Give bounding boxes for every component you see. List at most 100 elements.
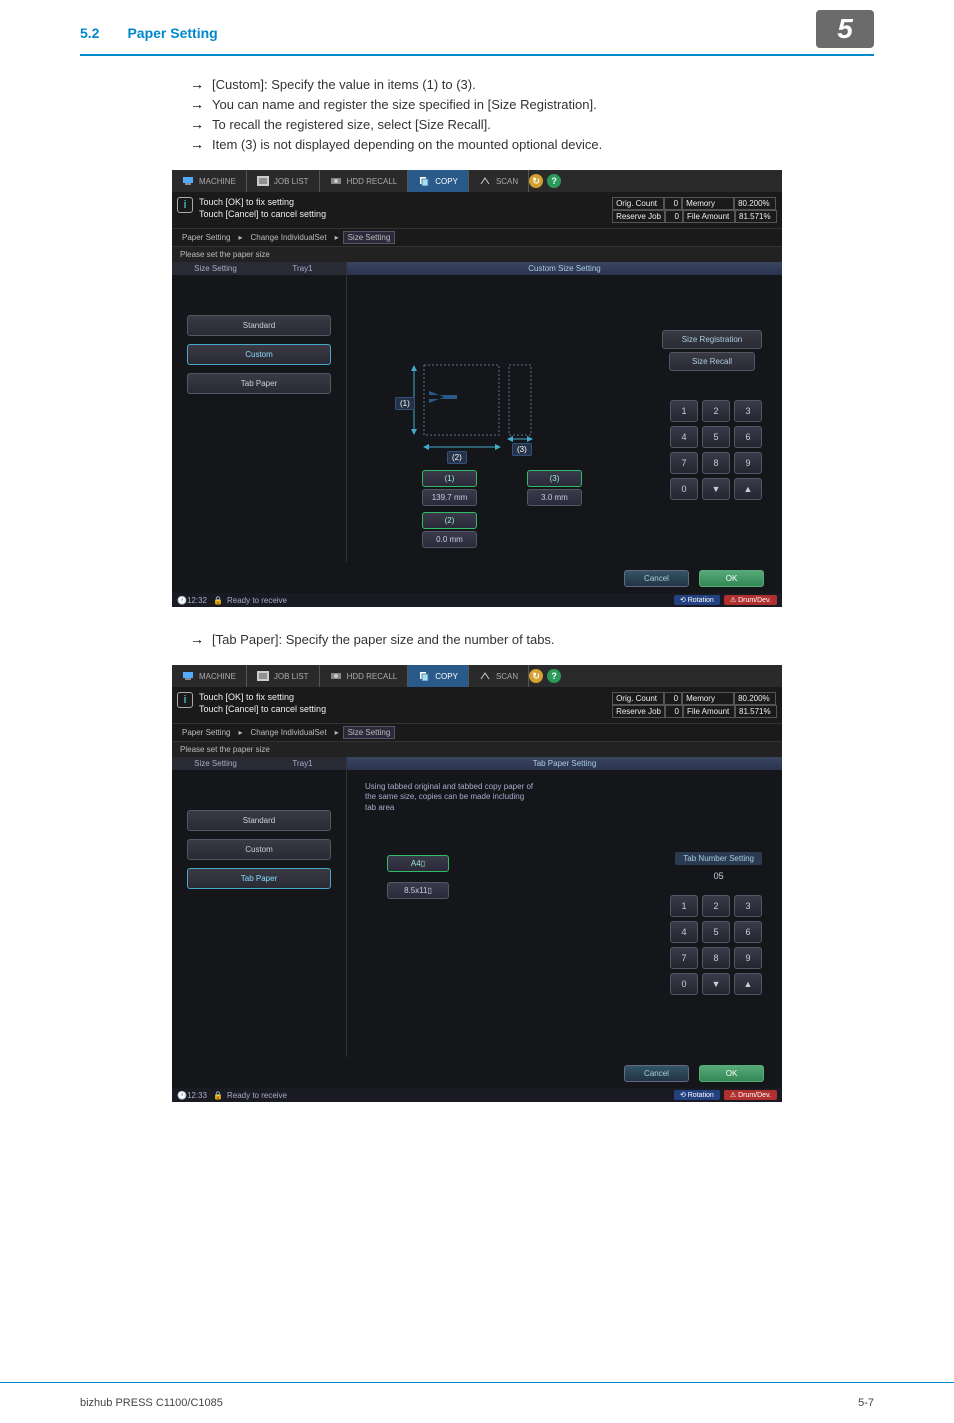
tab-number-label: Tab Number Setting bbox=[675, 852, 762, 865]
info-icon: i bbox=[177, 692, 193, 708]
tab-copy[interactable]: COPY bbox=[408, 665, 469, 687]
crumb-individual[interactable]: Change IndividualSet bbox=[247, 727, 331, 738]
drum-badge: ⚠ Drum/Dev. bbox=[724, 1090, 777, 1100]
a4-button[interactable]: A4▯ bbox=[387, 855, 449, 872]
label-1[interactable]: (1) bbox=[422, 470, 477, 487]
ok-button[interactable]: OK bbox=[699, 1065, 764, 1082]
arrow-icon: → bbox=[190, 76, 204, 92]
clock-icon: 🕐 bbox=[177, 596, 187, 605]
tab-hdd[interactable]: HDD RECALL bbox=[320, 170, 409, 192]
section-number: 5.2 bbox=[80, 25, 99, 41]
stat-res-label: Reserve Job bbox=[612, 210, 665, 223]
scan-icon bbox=[479, 176, 491, 186]
size-recall-button[interactable]: Size Recall bbox=[669, 352, 755, 371]
copy-icon bbox=[418, 176, 430, 186]
key-3[interactable]: 3 bbox=[734, 400, 762, 422]
tab-paper-button[interactable]: Tab Paper bbox=[187, 868, 331, 889]
tab-scan[interactable]: SCAN bbox=[469, 665, 529, 687]
key-down[interactable]: ▼ bbox=[702, 973, 730, 995]
page-header: 5.2 Paper Setting 5 bbox=[0, 0, 954, 54]
key-2[interactable]: 2 bbox=[702, 895, 730, 917]
key-7[interactable]: 7 bbox=[670, 947, 698, 969]
warn-icon[interactable]: ↻ bbox=[529, 669, 543, 683]
copy-icon bbox=[418, 671, 430, 681]
stat-mem-label: Memory bbox=[682, 197, 734, 210]
tab-copy[interactable]: COPY bbox=[408, 170, 469, 192]
key-9[interactable]: 9 bbox=[734, 947, 762, 969]
size-registration-button[interactable]: Size Registration bbox=[662, 330, 762, 349]
mark-3: (3) bbox=[512, 443, 532, 456]
info-icon: i bbox=[177, 197, 193, 213]
key-up[interactable]: ▲ bbox=[734, 478, 762, 500]
val-1: 139.7 mm bbox=[422, 489, 477, 506]
custom-button[interactable]: Custom bbox=[187, 839, 331, 860]
info-text: Touch [OK] to fix settingTouch [Cancel] … bbox=[199, 692, 612, 718]
key-up[interactable]: ▲ bbox=[734, 973, 762, 995]
warn-icon[interactable]: ↻ bbox=[529, 174, 543, 188]
key-1[interactable]: 1 bbox=[670, 895, 698, 917]
tab-scan[interactable]: SCAN bbox=[469, 170, 529, 192]
key-8[interactable]: 8 bbox=[702, 947, 730, 969]
left-col-1: Size Setting bbox=[172, 262, 259, 275]
custom-button[interactable]: Custom bbox=[187, 344, 331, 365]
crumb-individual[interactable]: Change IndividualSet bbox=[247, 232, 331, 243]
header-rule bbox=[80, 54, 874, 56]
page-footer: bizhub PRESS C1100/C1085 5-7 bbox=[0, 1382, 954, 1423]
machine-icon bbox=[182, 671, 194, 681]
stat-file-val: 81.571% bbox=[735, 210, 777, 223]
hdd-icon bbox=[330, 176, 342, 186]
tab-joblist[interactable]: JOB LIST bbox=[247, 665, 320, 687]
cancel-button[interactable]: Cancel bbox=[624, 1065, 689, 1082]
help-icon[interactable]: ? bbox=[547, 669, 561, 683]
tab-paper-button[interactable]: Tab Paper bbox=[187, 373, 331, 394]
crumb-size-setting[interactable]: Size Setting bbox=[343, 726, 396, 739]
std-button[interactable]: Standard bbox=[187, 315, 331, 336]
stat-orig-val: 0 bbox=[664, 197, 682, 210]
key-7[interactable]: 7 bbox=[670, 452, 698, 474]
key-1[interactable]: 1 bbox=[670, 400, 698, 422]
list-icon bbox=[257, 176, 269, 186]
label-2[interactable]: (2) bbox=[422, 512, 477, 529]
info-text: Touch [OK] to fix settingTouch [Cancel] … bbox=[199, 197, 612, 223]
key-down[interactable]: ▼ bbox=[702, 478, 730, 500]
tab-hdd[interactable]: HDD RECALL bbox=[320, 665, 409, 687]
key-0[interactable]: 0 bbox=[670, 478, 698, 500]
screenshot-tab-paper: MACHINE JOB LIST HDD RECALL COPY SCAN ↻?… bbox=[172, 665, 782, 1102]
hdd-icon bbox=[330, 671, 342, 681]
footer-model: bizhub PRESS C1100/C1085 bbox=[80, 1397, 223, 1409]
status-time: 12:32 bbox=[187, 596, 207, 605]
key-3[interactable]: 3 bbox=[734, 895, 762, 917]
help-icon[interactable]: ? bbox=[547, 174, 561, 188]
key-2[interactable]: 2 bbox=[702, 400, 730, 422]
key-6[interactable]: 6 bbox=[734, 921, 762, 943]
list-icon bbox=[257, 671, 269, 681]
arrow-icon: → bbox=[190, 96, 204, 112]
key-4[interactable]: 4 bbox=[670, 921, 698, 943]
bullet-text: To recall the registered size, select [S… bbox=[212, 117, 491, 132]
right-title: Custom Size Setting bbox=[347, 262, 782, 275]
key-6[interactable]: 6 bbox=[734, 426, 762, 448]
key-5[interactable]: 5 bbox=[702, 921, 730, 943]
crumb-size-setting[interactable]: Size Setting bbox=[343, 231, 396, 244]
key-4[interactable]: 4 bbox=[670, 426, 698, 448]
ok-button[interactable]: OK bbox=[699, 570, 764, 587]
std-button[interactable]: Standard bbox=[187, 810, 331, 831]
right-title: Tab Paper Setting bbox=[347, 757, 782, 770]
key-0[interactable]: 0 bbox=[670, 973, 698, 995]
status-text: Ready to receive bbox=[227, 596, 670, 605]
tab-joblist[interactable]: JOB LIST bbox=[247, 170, 320, 192]
label-3[interactable]: (3) bbox=[527, 470, 582, 487]
key-9[interactable]: 9 bbox=[734, 452, 762, 474]
arrow-icon: → bbox=[190, 136, 204, 152]
tab-machine[interactable]: MACHINE bbox=[172, 665, 247, 687]
key-8[interactable]: 8 bbox=[702, 452, 730, 474]
cancel-button[interactable]: Cancel bbox=[624, 570, 689, 587]
crumb-paper-setting[interactable]: Paper Setting bbox=[178, 727, 234, 738]
arrow-icon: → bbox=[190, 631, 204, 647]
left-col-1: Size Setting bbox=[172, 757, 259, 770]
tab-machine[interactable]: MACHINE bbox=[172, 170, 247, 192]
crumb-paper-setting[interactable]: Paper Setting bbox=[178, 232, 234, 243]
key-5[interactable]: 5 bbox=[702, 426, 730, 448]
letter-button[interactable]: 8.5x11▯ bbox=[387, 882, 449, 899]
bullet-text: [Custom]: Specify the value in items (1)… bbox=[212, 77, 476, 92]
